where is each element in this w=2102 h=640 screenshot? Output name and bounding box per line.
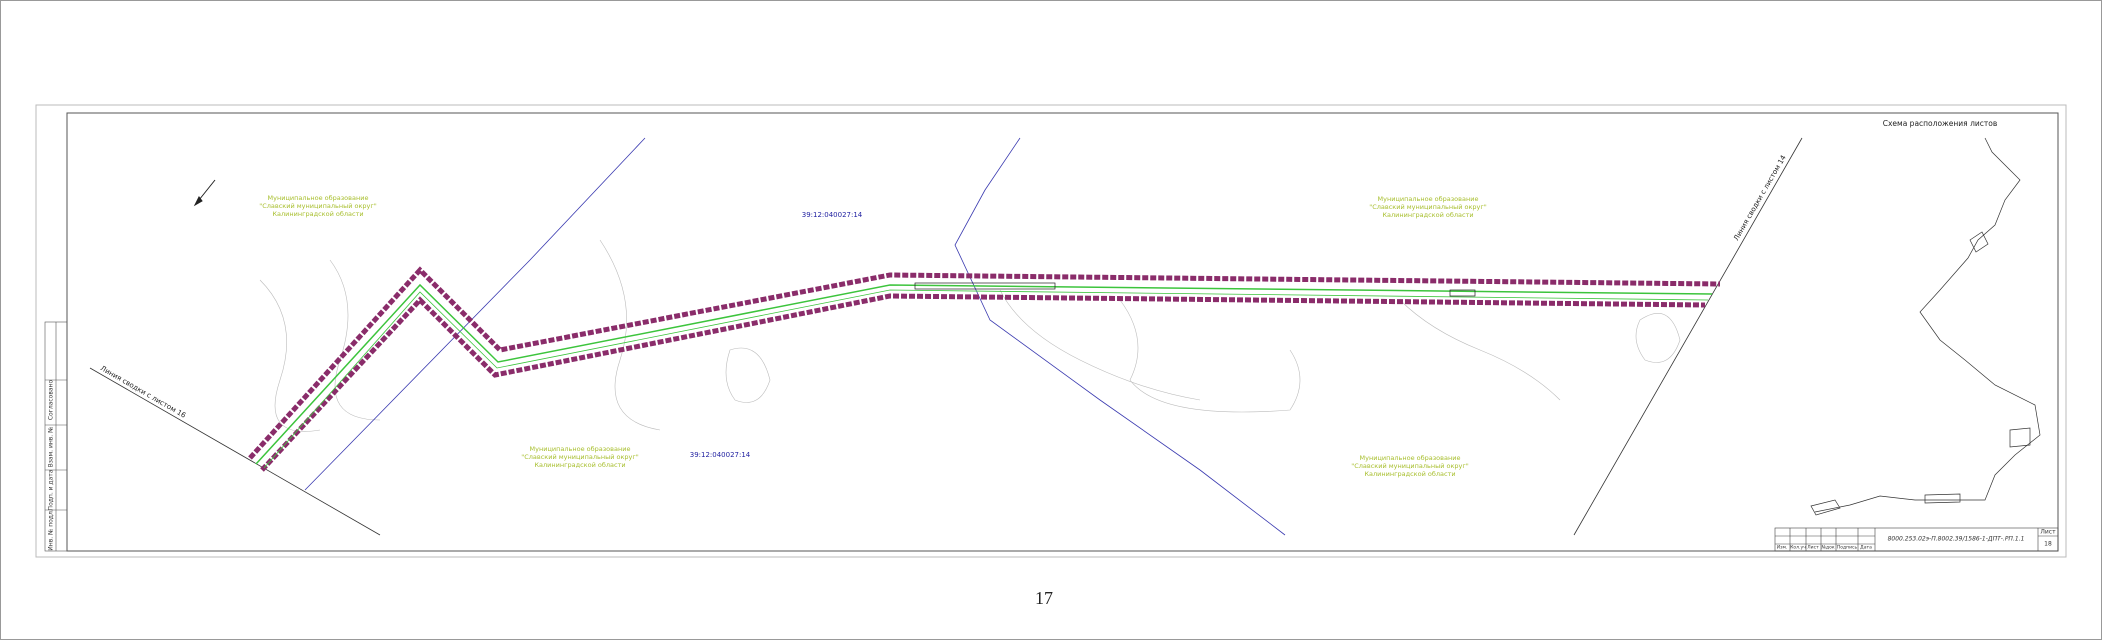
- route: [248, 266, 1721, 472]
- header-cell: Подпись: [1837, 545, 1858, 551]
- designation: 8000.253.02э-П.8002.39/1586-1-ДПТ-.РП.1.…: [1888, 536, 2025, 543]
- boundaries: [304, 137, 1286, 536]
- label-line: "Славский муниципальный округ": [521, 453, 639, 461]
- municipal-label: Муниципальное образование "Славский муни…: [259, 194, 377, 218]
- north-arrow: [193, 179, 216, 207]
- page-number: 17: [1035, 588, 1053, 608]
- label-line: Муниципальное образование: [1360, 454, 1461, 462]
- scheme-title: Схема расположения листов: [1883, 119, 1998, 128]
- label-line: Муниципальное образование: [268, 194, 369, 202]
- title-block-headers: Изм. Кол.уч Лист №док Подпись Дата: [1777, 545, 1872, 551]
- label-line: Муниципальное образование: [1378, 195, 1479, 203]
- label-line: Калининградской области: [1364, 470, 1455, 478]
- municipal-label: Муниципальное образование "Славский муни…: [521, 445, 639, 469]
- match-lines: [89, 137, 1803, 536]
- header-cell: №док: [1821, 545, 1835, 551]
- cadastral-label: 39:12:040027:14: [802, 211, 863, 219]
- title-block: [1774, 527, 2059, 552]
- label-line: "Славский муниципальный округ": [1369, 203, 1487, 211]
- cadastral-label: 39:12:040027:14: [690, 451, 751, 459]
- stamp-label: Согласовано: [48, 380, 55, 421]
- label-line: "Славский муниципальный округ": [1351, 462, 1469, 470]
- label-line: Калининградской области: [534, 461, 625, 469]
- label-line: Муниципальное образование: [530, 445, 631, 453]
- label-line: "Славский муниципальный округ": [259, 202, 377, 210]
- label-line: Калининградской области: [1382, 211, 1473, 219]
- municipal-label: Муниципальное образование "Славский муни…: [1369, 195, 1487, 219]
- label-line: Калининградской области: [272, 210, 363, 218]
- side-stamp: [44, 321, 68, 552]
- municipal-label: Муниципальное образование "Славский муни…: [1351, 454, 1469, 478]
- layout-scheme: [1810, 137, 2041, 516]
- header-cell: Лист: [1807, 545, 1819, 551]
- sheet-number: 18: [2044, 541, 2052, 548]
- header-cell: Изм.: [1777, 545, 1788, 551]
- header-cell: Дата: [1860, 545, 1872, 551]
- stamp-label: Взам. инв. №: [48, 427, 55, 468]
- sheet-label: Лист: [2040, 529, 2056, 536]
- stamp-label: Инв. № подл.: [48, 509, 55, 550]
- stamp-label: Подп. и дата: [48, 469, 55, 510]
- sheet-outer: [35, 104, 2067, 558]
- header-cell: Кол.уч: [1790, 545, 1806, 551]
